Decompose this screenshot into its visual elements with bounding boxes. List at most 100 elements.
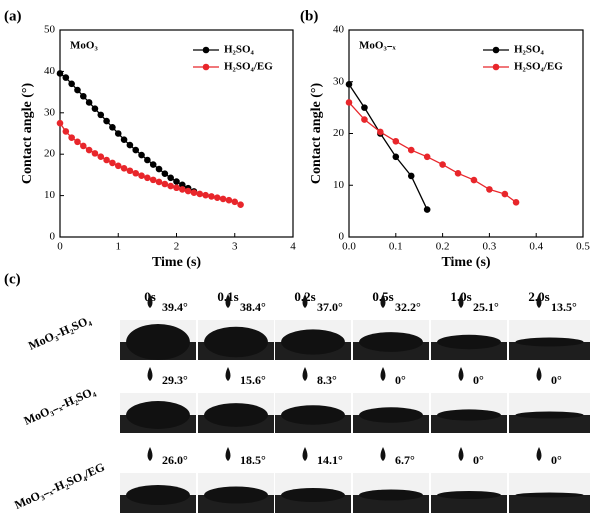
data-point [184,187,192,195]
x-tick-label: 0.4 [529,241,543,253]
data-point [179,186,186,193]
data-point [501,190,509,198]
data-point [103,117,110,125]
data-point [225,196,233,204]
data-point [470,176,478,184]
data-point [423,206,431,213]
data-point [144,174,151,182]
y-tick-label: 40 [44,65,56,77]
y-tick-label: 50 [44,24,56,36]
x-tick-label: 0.3 [483,241,497,253]
needle-drop [380,294,386,308]
data-point [155,165,163,173]
needle-drop [380,367,386,381]
x-tick-label: 0.1 [389,241,403,253]
data-point [149,176,157,184]
data-point [231,198,239,206]
angle-label: 13.5° [551,300,577,314]
needle-drop [458,447,464,461]
data-point [109,123,116,131]
legend-marker [202,46,210,54]
legend-marker [492,63,500,71]
x-tick-label: 3 [232,241,238,253]
data-point [196,190,204,198]
legend-label: H₂SO₄ [224,44,255,56]
droplet [204,326,268,358]
substrate [431,415,507,433]
needle-drop [536,447,542,461]
data-point [377,128,384,136]
data-point [155,178,163,186]
needle-drop [225,367,231,381]
needle-drop [147,294,153,308]
panel-label: (a) [4,8,22,24]
data-point [138,151,145,159]
angle-label: 6.7° [395,453,415,467]
angle-label: 0° [473,453,484,467]
data-point [68,134,75,141]
needle-drop [147,447,153,461]
legend-marker [202,63,210,71]
substrate [431,495,507,513]
data-point [486,186,493,193]
data-point [202,191,209,199]
x-axis-label: Time (s) [441,255,490,270]
photo-bg [353,473,429,495]
legend-marker [492,46,500,54]
y-tick-label: 20 [333,127,345,139]
data-point [85,99,93,106]
droplet [281,329,345,355]
data-point [167,182,174,190]
needle-drop [536,294,542,308]
needle-drop [302,447,308,461]
data-point [392,153,400,161]
droplet [281,405,345,425]
needle-drop [302,367,308,381]
droplet [437,334,501,350]
x-tick-label: 4 [290,241,296,253]
y-tick-label: 20 [44,148,56,160]
data-point [149,161,157,168]
data-point [91,150,99,157]
data-point [345,81,353,88]
data-point [97,111,105,119]
data-point [91,105,99,112]
data-point [345,99,353,106]
droplet [126,401,190,429]
data-point [161,170,169,177]
photo-bg [431,473,507,495]
data-point [407,172,415,180]
x-tick-label: 0 [57,241,63,253]
data-point [126,141,134,149]
legend-label: H₂SO₄/EG [514,61,563,73]
y-tick-label: 40 [333,24,345,36]
x-tick-label: 0.5 [576,241,590,253]
angle-label: 0° [473,373,484,387]
x-tick-label: 0.2 [436,241,450,253]
data-point [144,156,151,164]
droplet [359,407,423,423]
data-point [173,184,180,192]
panel-label: (b) [300,8,318,24]
data-point [68,80,75,88]
substrate [353,495,429,513]
y-tick-label: 0 [50,231,56,243]
annotation: MoO₃₋ₓ [359,40,397,52]
data-point [179,181,186,189]
droplet [126,324,190,360]
data-point [219,195,227,203]
data-point [161,180,169,188]
data-point [237,201,244,209]
data-point [167,174,174,182]
angle-label: 8.3° [317,373,337,387]
droplet [359,332,423,352]
angle-label: 25.1° [473,300,499,314]
data-point [132,169,140,177]
photo-bg [509,320,590,342]
data-point [74,86,81,94]
data-point [361,116,368,123]
droplet [359,489,423,501]
data-point [80,142,87,150]
angle-label: 39.4° [162,300,188,314]
data-point [512,199,520,206]
